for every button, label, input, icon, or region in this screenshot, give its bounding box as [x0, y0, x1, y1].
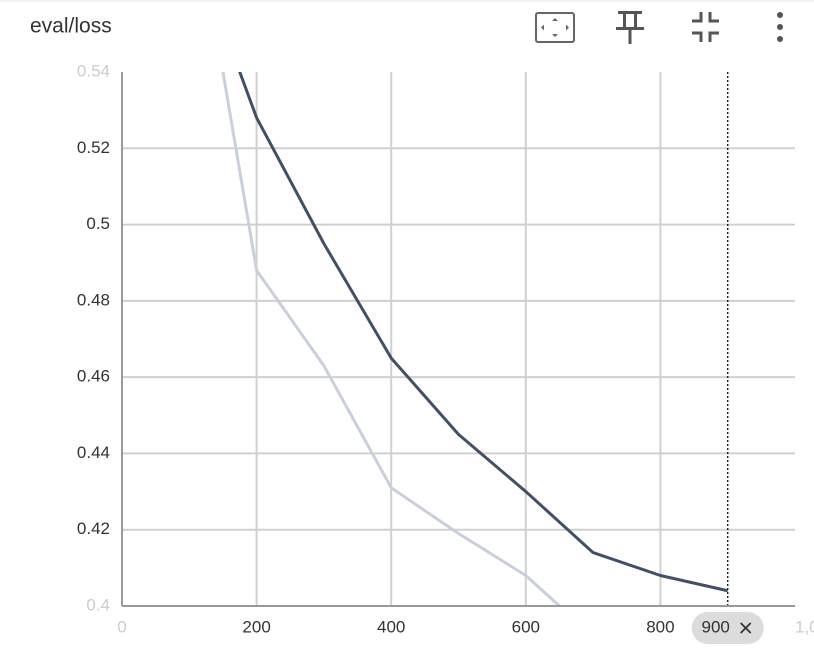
- x-tick-label: 0: [117, 617, 126, 636]
- y-tick-label: 0.48: [77, 290, 110, 309]
- y-tick-label: 0.44: [77, 443, 110, 462]
- grid: [122, 72, 795, 606]
- x-tick-label: 200: [242, 617, 270, 636]
- fit-icon[interactable]: [535, 12, 575, 43]
- pin-icon[interactable]: [616, 11, 644, 44]
- y-tick-label: 0.52: [77, 138, 110, 157]
- hover-close[interactable]: [740, 622, 752, 634]
- y-tick-label: 0.4: [86, 595, 110, 614]
- series-line: [238, 72, 729, 593]
- x-tick-label: 1,000: [795, 617, 814, 636]
- labels: 0.4 0.42 0.44 0.46 0.48 0.5 0.52 0.54 0 200 400 600…: [77, 61, 814, 644]
- chart-title: eval/loss: [30, 15, 112, 38]
- collapse-icon[interactable]: [692, 12, 719, 42]
- series-line: [221, 72, 562, 606]
- x-tick-label: 800: [646, 617, 674, 636]
- plot-area: [221, 72, 729, 606]
- hover-chip: [691, 612, 764, 644]
- x-tick-label: 600: [512, 617, 540, 636]
- y-tick-label: 0.42: [77, 519, 110, 538]
- x-tick-label: 400: [377, 617, 405, 636]
- y-tick-label: 0.5: [86, 214, 110, 233]
- hover-label: 900: [702, 617, 730, 636]
- more-icon[interactable]: [777, 12, 783, 42]
- y-tick-label: 0.46: [77, 367, 110, 386]
- y-tick-label: 0.54: [77, 61, 110, 80]
